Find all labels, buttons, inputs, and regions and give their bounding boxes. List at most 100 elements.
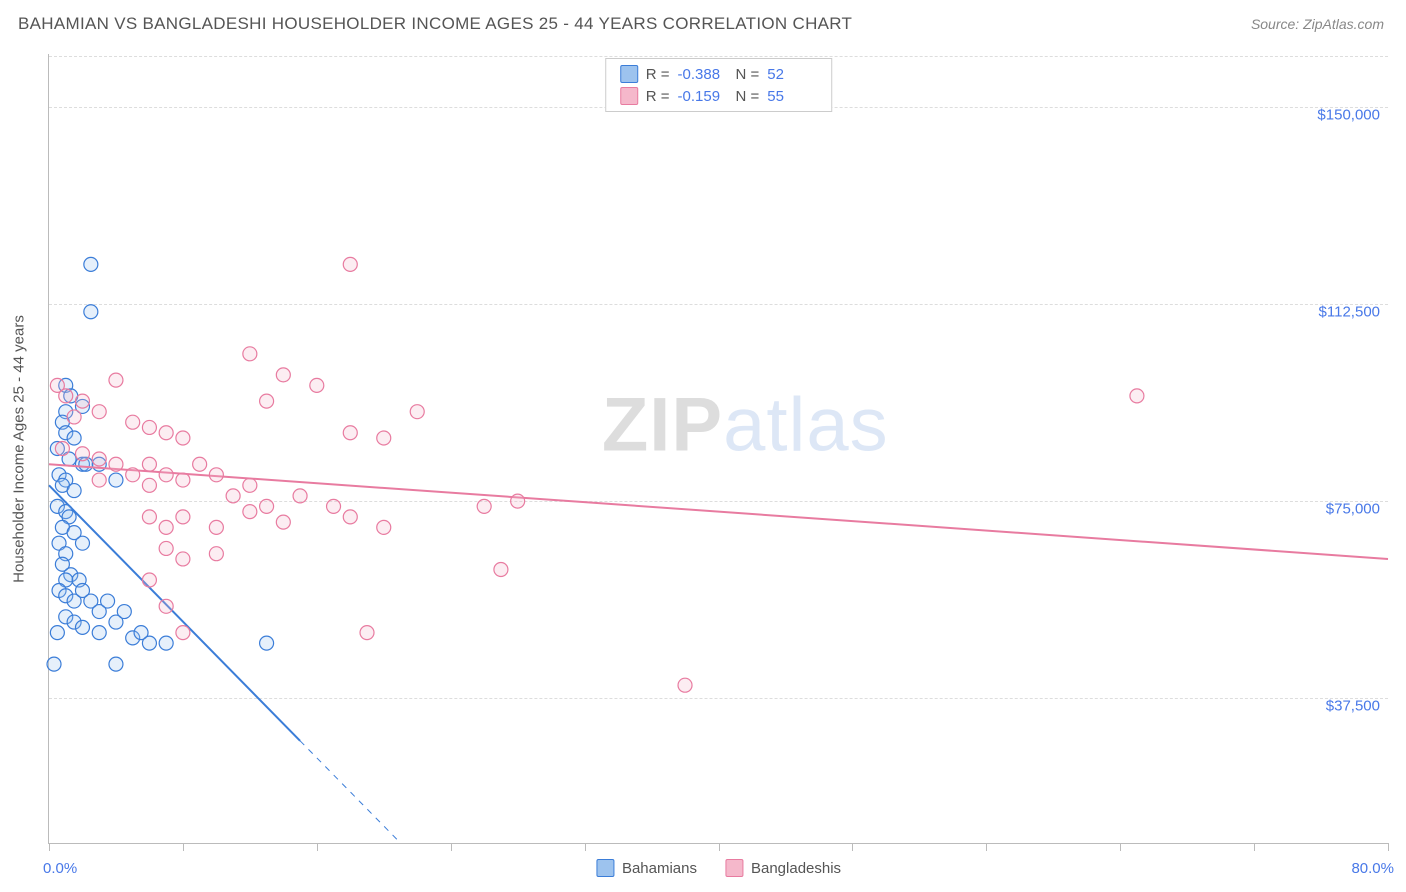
data-point — [209, 547, 223, 561]
data-point — [1130, 389, 1144, 403]
data-point — [75, 447, 89, 461]
data-point — [142, 573, 156, 587]
data-point — [75, 536, 89, 550]
data-point — [276, 368, 290, 382]
data-point — [109, 373, 123, 387]
data-point — [92, 473, 106, 487]
x-tick — [1120, 843, 1121, 851]
x-tick — [183, 843, 184, 851]
stat-label-r: R = — [646, 88, 670, 105]
data-point — [243, 347, 257, 361]
data-point — [101, 594, 115, 608]
x-tick — [986, 843, 987, 851]
data-point — [47, 657, 61, 671]
data-point — [142, 420, 156, 434]
data-point — [209, 520, 223, 534]
data-point — [159, 636, 173, 650]
legend: Bahamians Bangladeshis — [596, 859, 841, 877]
data-point — [176, 552, 190, 566]
data-point — [260, 636, 274, 650]
data-point — [260, 394, 274, 408]
data-point — [243, 505, 257, 519]
legend-label: Bangladeshis — [751, 860, 841, 877]
data-point — [117, 605, 131, 619]
data-point — [193, 457, 207, 471]
data-point — [142, 510, 156, 524]
data-point — [84, 305, 98, 319]
chart-plot-area: Householder Income Ages 25 - 44 years $3… — [48, 54, 1388, 844]
data-point — [310, 378, 324, 392]
data-point — [50, 626, 64, 640]
stats-row: R = -0.159 N = 55 — [620, 85, 818, 107]
data-point — [327, 499, 341, 513]
data-point — [142, 478, 156, 492]
data-point — [92, 626, 106, 640]
data-point — [176, 473, 190, 487]
stat-value-r: -0.159 — [678, 88, 728, 105]
legend-label: Bahamians — [622, 860, 697, 877]
data-point — [678, 678, 692, 692]
data-point — [360, 626, 374, 640]
data-point — [377, 431, 391, 445]
chart-title: BAHAMIAN VS BANGLADESHI HOUSEHOLDER INCO… — [18, 14, 852, 34]
x-tick — [585, 843, 586, 851]
data-point — [209, 468, 223, 482]
legend-swatch — [596, 859, 614, 877]
data-point — [92, 452, 106, 466]
legend-item: Bangladeshis — [725, 859, 841, 877]
data-point — [126, 468, 140, 482]
stat-value-n: 55 — [767, 88, 817, 105]
data-point — [159, 426, 173, 440]
data-point — [67, 410, 81, 424]
data-point — [159, 599, 173, 613]
stat-value-r: -0.388 — [678, 66, 728, 83]
data-point — [243, 478, 257, 492]
correlation-stats-box: R = -0.388 N = 52 R = -0.159 N = 55 — [605, 58, 833, 112]
data-point — [109, 473, 123, 487]
x-tick — [719, 843, 720, 851]
data-point — [293, 489, 307, 503]
x-tick — [852, 843, 853, 851]
legend-item: Bahamians — [596, 859, 697, 877]
legend-swatch — [620, 87, 638, 105]
data-point — [377, 520, 391, 534]
data-point — [142, 457, 156, 471]
stat-value-n: 52 — [767, 66, 817, 83]
data-point — [159, 520, 173, 534]
data-point — [92, 405, 106, 419]
x-axis-min-label: 0.0% — [43, 860, 77, 877]
data-point — [59, 389, 73, 403]
data-point — [126, 415, 140, 429]
scatter-plot-svg — [49, 54, 1388, 843]
data-point — [494, 562, 508, 576]
data-point — [176, 626, 190, 640]
data-point — [84, 257, 98, 271]
data-point — [343, 510, 357, 524]
data-point — [55, 442, 69, 456]
data-point — [343, 257, 357, 271]
legend-swatch — [620, 65, 638, 83]
data-point — [410, 405, 424, 419]
data-point — [109, 457, 123, 471]
legend-swatch — [725, 859, 743, 877]
x-tick — [1388, 843, 1389, 851]
data-point — [343, 426, 357, 440]
stat-label-n: N = — [736, 66, 760, 83]
data-point — [176, 431, 190, 445]
data-point — [159, 468, 173, 482]
data-point — [75, 394, 89, 408]
stats-row: R =-0.388N =52 — [620, 63, 818, 85]
x-tick — [451, 843, 452, 851]
data-point — [142, 636, 156, 650]
data-point — [109, 657, 123, 671]
data-point — [159, 541, 173, 555]
trend-line-dashed — [300, 741, 400, 843]
trend-line — [49, 485, 300, 740]
x-tick — [49, 843, 50, 851]
data-point — [226, 489, 240, 503]
y-axis-title: Householder Income Ages 25 - 44 years — [11, 315, 28, 583]
data-point — [67, 484, 81, 498]
data-point — [511, 494, 525, 508]
stat-label-n: N = — [736, 88, 760, 105]
x-tick — [317, 843, 318, 851]
